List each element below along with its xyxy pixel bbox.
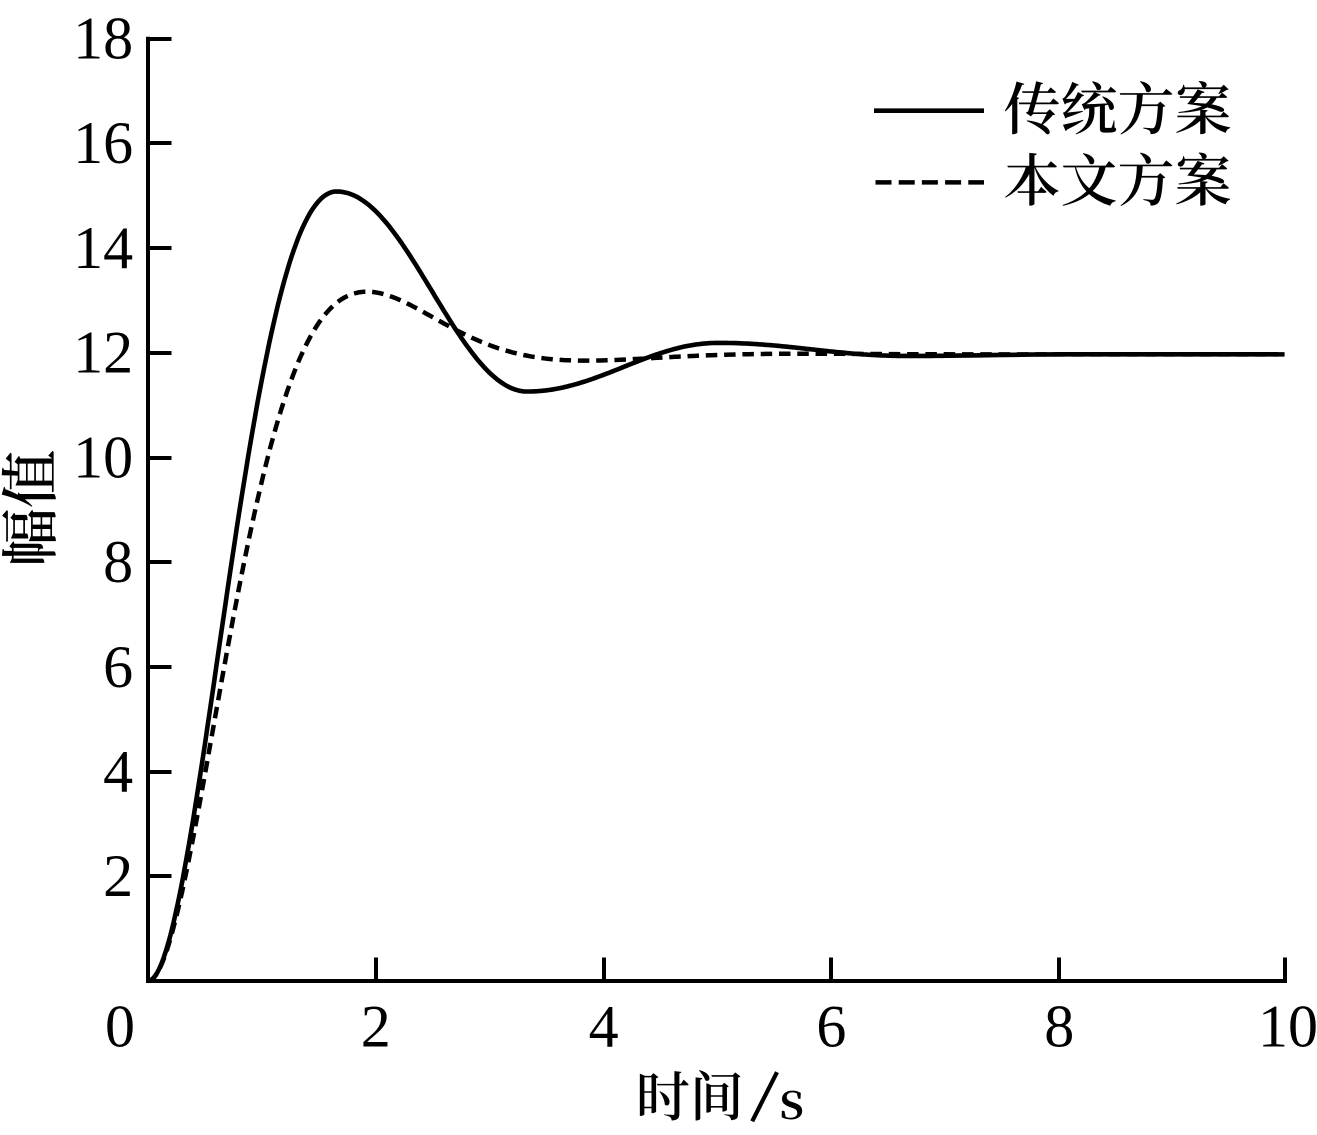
svg-text:2: 2 [361,993,391,1059]
svg-text:16: 16 [73,110,133,176]
svg-text:6: 6 [103,634,133,700]
svg-text:2: 2 [103,843,133,909]
svg-text:10: 10 [1258,993,1317,1059]
svg-text:4: 4 [103,739,133,805]
svg-text:18: 18 [73,6,133,72]
svg-text:8: 8 [1044,993,1074,1059]
svg-text:0: 0 [105,993,135,1059]
svg-text:12: 12 [73,320,133,386]
svg-text:6: 6 [816,993,846,1059]
svg-text:8: 8 [103,529,133,595]
svg-text:4: 4 [589,993,619,1059]
svg-text:10: 10 [73,424,133,490]
svg-text:14: 14 [73,215,133,281]
